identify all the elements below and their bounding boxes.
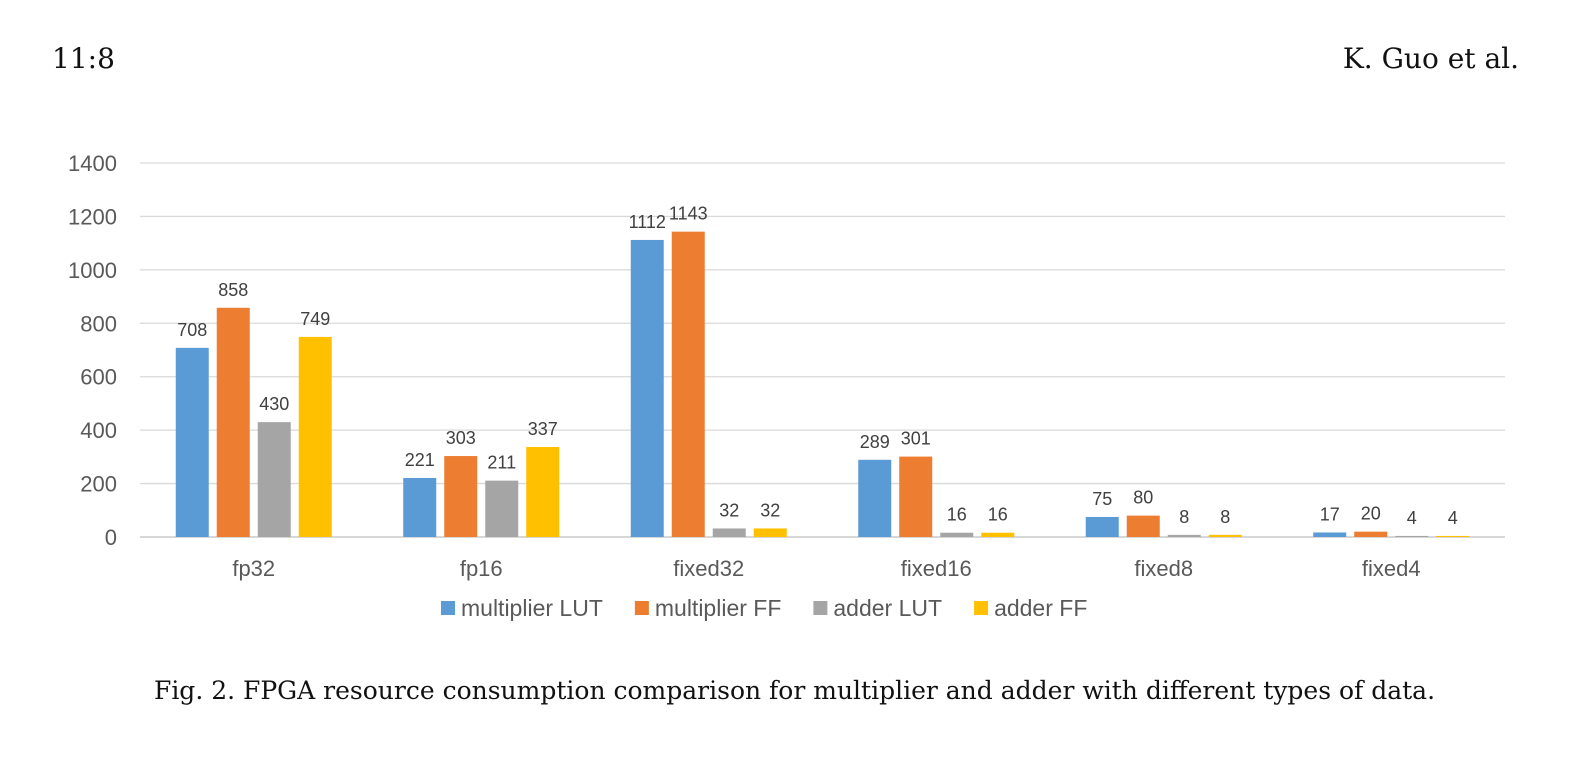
legend-swatch xyxy=(813,601,828,615)
bar-value-label: 32 xyxy=(760,500,780,520)
x-tick-label: fp16 xyxy=(460,556,503,581)
bar-value-label: 749 xyxy=(300,309,330,329)
bar xyxy=(216,307,250,537)
running-head: K. Guo et al. xyxy=(1342,42,1519,75)
bar-value-label: 20 xyxy=(1361,504,1381,524)
bar-value-label: 301 xyxy=(901,429,931,449)
bar-chart: 0 200 400 600 800 1000 1200 1400 708 858 430 749 22… xyxy=(68,151,1505,621)
bar xyxy=(257,422,291,537)
legend-swatch xyxy=(634,601,649,615)
legend: multiplier LUT multiplier FF adder LUT adde… xyxy=(441,595,1087,621)
bar-value-label: 430 xyxy=(259,394,289,414)
bar xyxy=(899,456,933,537)
legend-label: multiplier LUT xyxy=(461,595,603,621)
bar xyxy=(298,336,332,537)
bar xyxy=(1208,534,1242,537)
bars xyxy=(175,231,1470,538)
bar xyxy=(1313,532,1347,537)
bar xyxy=(671,231,705,538)
y-tick-label: 400 xyxy=(80,418,117,443)
y-axis: 0 200 400 600 800 1000 1200 1400 xyxy=(68,151,117,550)
figure-caption: Fig. 2. FPGA resource consumption compar… xyxy=(153,676,1436,705)
bar-value-label: 303 xyxy=(446,428,476,448)
x-tick-label: fixed16 xyxy=(901,556,972,581)
bar xyxy=(1126,515,1160,537)
x-axis: fp32 fp16 fixed32 fixed16 fixed8 fixed4 xyxy=(232,556,1420,581)
x-tick-label: fixed8 xyxy=(1134,556,1193,581)
legend-swatch xyxy=(974,601,989,615)
bar-value-label: 4 xyxy=(1448,508,1458,528)
bar-value-label: 221 xyxy=(405,450,435,470)
bar xyxy=(981,532,1015,537)
bar-value-label: 858 xyxy=(218,280,248,300)
bar xyxy=(712,528,746,537)
bar xyxy=(940,532,974,537)
bar xyxy=(1395,535,1429,537)
bar xyxy=(630,239,664,537)
bar xyxy=(1436,535,1470,537)
gridlines xyxy=(140,162,1505,538)
bar xyxy=(1354,531,1388,537)
bar-value-label: 708 xyxy=(177,320,207,340)
x-tick-label: fixed4 xyxy=(1362,556,1421,581)
bar-value-label: 80 xyxy=(1133,488,1153,508)
bar-value-label: 8 xyxy=(1179,507,1189,527)
bar xyxy=(1085,516,1119,537)
bar-value-label: 289 xyxy=(860,432,890,452)
legend-label: adder LUT xyxy=(833,595,942,621)
bar xyxy=(485,480,519,537)
bar-value-label: 211 xyxy=(487,453,516,473)
bar xyxy=(444,456,478,537)
bar xyxy=(403,477,437,537)
bar xyxy=(1167,534,1201,537)
y-tick-label: 1400 xyxy=(68,151,117,176)
bar-value-label: 16 xyxy=(988,505,1008,525)
bar xyxy=(858,459,892,537)
bar-value-label: 4 xyxy=(1407,508,1417,528)
bar-value-label: 1143 xyxy=(669,204,708,224)
y-tick-label: 800 xyxy=(80,311,117,336)
legend-swatch xyxy=(441,601,455,615)
bar xyxy=(753,528,787,537)
bar-value-label: 32 xyxy=(719,500,739,520)
bar xyxy=(526,446,560,537)
bar-value-label: 337 xyxy=(528,419,558,439)
bar-value-label: 17 xyxy=(1320,504,1340,524)
data-labels: 708 858 430 749 221 303 211 337 1112 1143 32 32 289 3… xyxy=(177,204,1458,528)
bar-value-label: 1112 xyxy=(629,212,666,232)
y-tick-label: 600 xyxy=(80,365,117,390)
x-tick-label: fixed32 xyxy=(673,556,744,581)
bar-value-label: 75 xyxy=(1092,489,1112,509)
y-tick-label: 1000 xyxy=(68,258,117,283)
legend-label: adder FF xyxy=(994,595,1087,621)
bar-value-label: 16 xyxy=(947,505,967,525)
y-tick-label: 200 xyxy=(80,472,117,497)
page-number: 11:8 xyxy=(52,42,115,75)
bar xyxy=(175,347,209,537)
y-tick-label: 1200 xyxy=(68,204,117,229)
legend-label: multiplier FF xyxy=(655,595,782,621)
x-tick-label: fp32 xyxy=(232,556,275,581)
y-tick-label: 0 xyxy=(105,525,117,550)
bar-value-label: 8 xyxy=(1220,507,1230,527)
